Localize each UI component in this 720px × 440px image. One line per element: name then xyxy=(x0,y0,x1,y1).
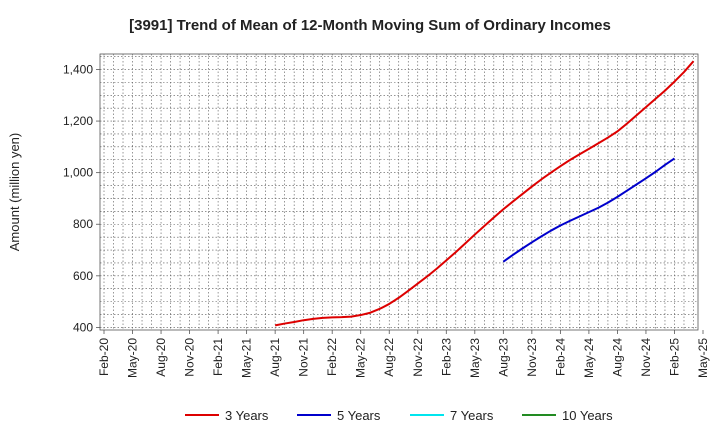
x-tick-label: Feb-24 xyxy=(553,338,567,376)
x-tick-label: May-24 xyxy=(582,338,596,378)
y-tick-label: 400 xyxy=(73,320,93,334)
legend-label: 10 Years xyxy=(562,408,613,423)
x-tick-label: May-23 xyxy=(468,338,482,378)
series-lines xyxy=(274,60,695,327)
x-tick-label: Nov-21 xyxy=(297,338,311,377)
x-tick-label: Feb-25 xyxy=(667,338,681,376)
legend-label: 3 Years xyxy=(225,408,269,423)
chart-title: [3991] Trend of Mean of 12-Month Moving … xyxy=(129,17,611,34)
x-tick-label: Aug-24 xyxy=(610,338,624,377)
legend-label: 7 Years xyxy=(450,408,494,423)
x-tick-label: Feb-20 xyxy=(97,338,111,376)
x-tick-label: Nov-23 xyxy=(525,338,539,377)
legend-label: 5 Years xyxy=(337,408,381,423)
x-tick-label: Aug-22 xyxy=(382,338,396,377)
x-tick-label: Aug-20 xyxy=(154,338,168,377)
x-tick-label: May-21 xyxy=(240,338,254,378)
x-tick-label: Feb-22 xyxy=(325,338,339,376)
x-tick-label: Feb-21 xyxy=(211,338,225,376)
y-tick-label: 1,200 xyxy=(63,114,93,128)
gridlines xyxy=(100,54,698,330)
x-tick-label: May-25 xyxy=(696,338,710,378)
y-tick-label: 600 xyxy=(73,269,93,283)
x-tick-label: Aug-21 xyxy=(268,338,282,377)
x-axis-ticks: Feb-20 May-20 Aug-20 Nov-20 Feb-21 May-21 Aug-… xyxy=(97,330,710,378)
y-tick-label: 1,400 xyxy=(63,62,93,76)
x-tick-label: Nov-24 xyxy=(639,338,653,377)
x-tick-label: Nov-20 xyxy=(183,338,197,377)
y-axis-ticks: 400 600 800 1,000 1,200 1,400 xyxy=(63,62,100,334)
x-tick-label: Feb-23 xyxy=(439,338,453,376)
x-tick-label: Nov-22 xyxy=(411,338,425,377)
x-tick-label: Aug-23 xyxy=(496,338,510,377)
legend: 3 Years 5 Years 7 Years 10 Years xyxy=(185,408,613,423)
y-axis-label: Amount (million yen) xyxy=(7,133,22,252)
series-line-3-years xyxy=(274,60,695,327)
x-tick-label: May-22 xyxy=(354,338,368,378)
x-tick-label: May-20 xyxy=(126,338,140,378)
y-tick-label: 1,000 xyxy=(63,166,93,180)
y-tick-label: 800 xyxy=(73,217,93,231)
series-line-5-years xyxy=(502,157,676,263)
